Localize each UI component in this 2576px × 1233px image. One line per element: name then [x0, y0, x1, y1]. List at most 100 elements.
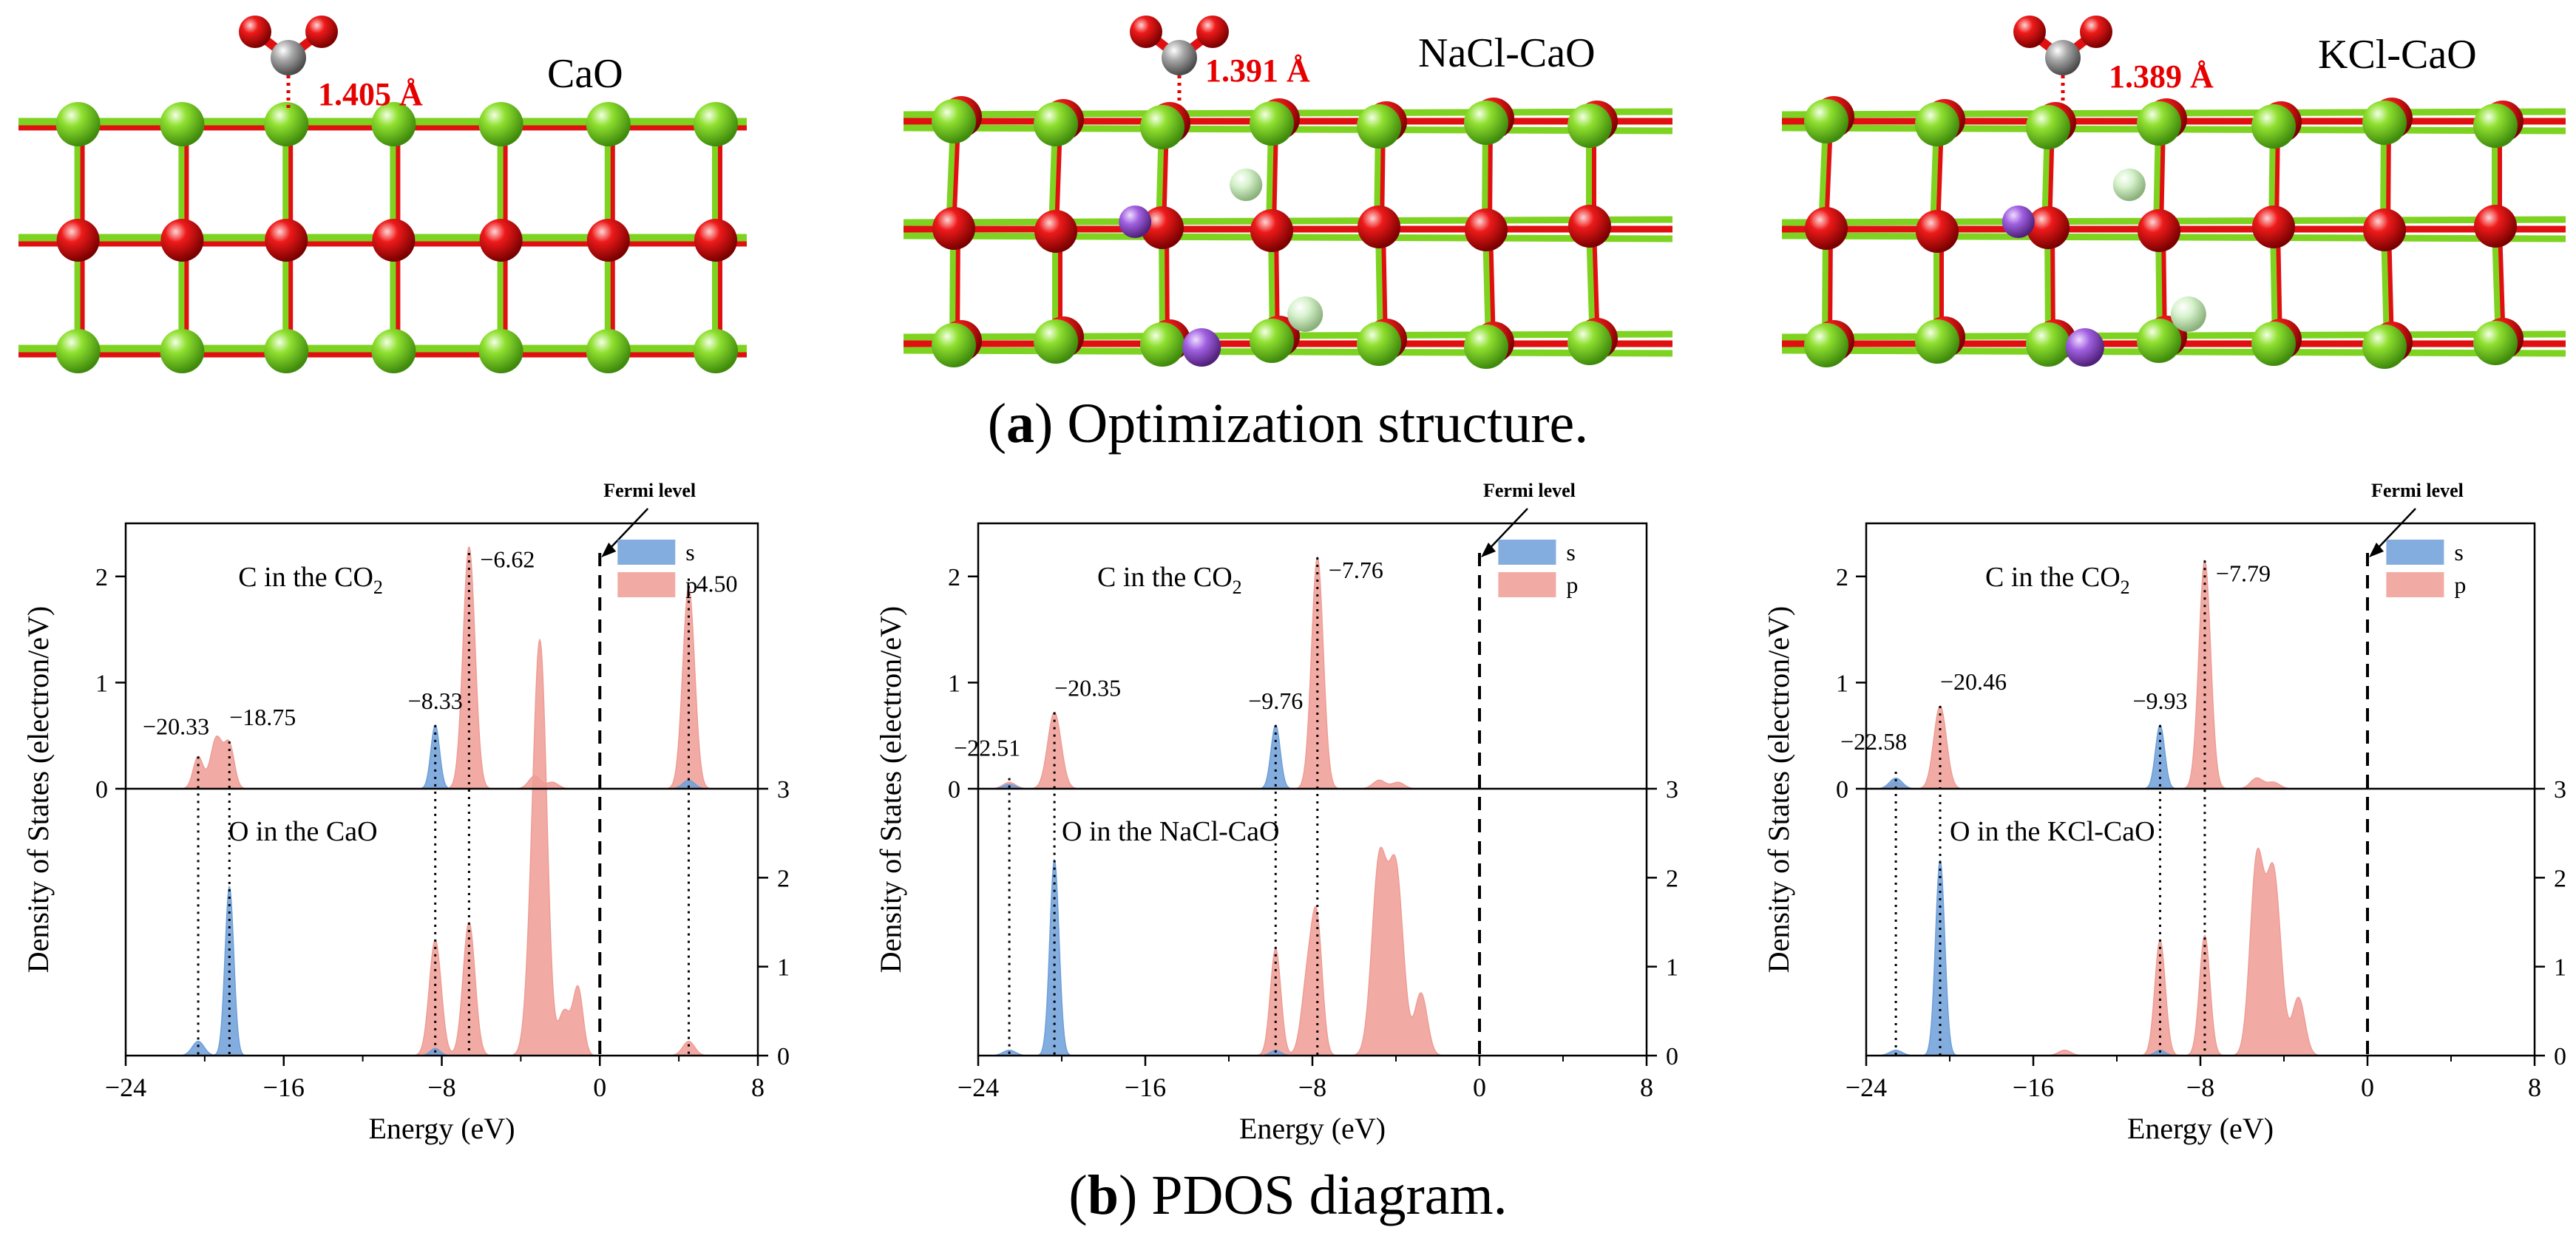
series-p-bottom: [1866, 847, 2535, 1056]
legend-label-p: p: [1566, 571, 1578, 598]
calcium-atom: [586, 102, 631, 146]
oxygen-atom: [160, 219, 204, 262]
oxygen-atom: [694, 219, 737, 262]
x-tick-label: 0: [593, 1073, 606, 1102]
calcium-atom: [1464, 101, 1508, 145]
x-tick-label: −16: [1125, 1073, 1166, 1102]
calcium-atom: [2251, 322, 2296, 366]
calcium-atom: [586, 329, 631, 373]
calcium-atom: [1250, 319, 1294, 363]
top-panel-title: C in the CO2: [1097, 562, 1242, 598]
caption-a: (a) Optimization structure.: [988, 393, 1589, 455]
calcium-atom: [2362, 325, 2407, 369]
x-tick-label: −8: [2186, 1073, 2214, 1102]
calcium-atom: [1357, 322, 1401, 366]
x-tick-label: 0: [1473, 1073, 1486, 1102]
co2-oxygen-atom: [2013, 16, 2046, 48]
co2-oxygen-atom: [305, 16, 338, 48]
y-tick-label-bottom: 0: [2554, 1043, 2566, 1070]
oxygen-atom: [1568, 205, 1611, 248]
top-panel-title: C in the CO2: [238, 562, 383, 598]
co2-carbon-atom: [1162, 40, 1197, 75]
y-tick-label-top: 0: [95, 776, 108, 804]
calcium-atom: [2251, 104, 2296, 149]
calcium-atom: [1140, 322, 1184, 367]
structure-nacl-cao: 1.391 Å NaCl-CaO: [903, 16, 1673, 369]
co2-oxygen-atom: [239, 16, 271, 48]
calcium-atom: [932, 99, 976, 143]
y-tick-label-bottom: 2: [2554, 865, 2566, 892]
legend-label-s: s: [685, 539, 694, 565]
oxygen-atom: [1358, 206, 1400, 248]
calcium-atom: [2362, 101, 2407, 145]
legend-label-s: s: [2454, 539, 2463, 565]
y-tick-label-bottom: 1: [777, 954, 790, 982]
alkali-atom: [1182, 328, 1221, 367]
co2-oxygen-atom: [2080, 16, 2112, 48]
structure-panels: 1.405 Å CaO 1.391 Å NaCl-CaO 1.389 Å KCl-CaO: [18, 16, 2566, 373]
oxygen-atom: [265, 219, 308, 262]
y-tick-label-top: 1: [95, 670, 108, 697]
oxygen-atom: [2027, 206, 2070, 249]
top-panel-title-subscript: 2: [2121, 577, 2130, 598]
calcium-atom: [371, 102, 416, 146]
peak-label: −8.33: [408, 687, 463, 714]
oxygen-atom: [56, 219, 100, 262]
calcium-atom: [160, 102, 205, 146]
fermi-arrowhead: [601, 543, 617, 557]
y-tick-label-top: 1: [948, 670, 960, 697]
alkali-atom: [2002, 206, 2035, 238]
distance-label: 1.405 Å: [318, 76, 423, 112]
legend-swatch-s: [2386, 540, 2444, 565]
structure-label: NaCl-CaO: [1418, 30, 1596, 76]
co2-oxygen-atom: [1196, 16, 1229, 48]
legend-label-p: p: [685, 571, 697, 598]
x-axis-label: Energy (eV): [368, 1112, 515, 1145]
co2-carbon-atom: [271, 40, 306, 75]
legend-swatch-p: [2386, 572, 2444, 597]
co2-carbon-atom: [2045, 40, 2081, 75]
legend-swatch-s: [617, 540, 676, 565]
oxygen-atom: [479, 219, 523, 262]
peak-label: −20.33: [143, 713, 209, 739]
peak-label: 4.50: [696, 571, 737, 597]
calcium-atom: [55, 102, 101, 146]
calcium-atom: [264, 329, 309, 373]
y-tick-label-bottom: 3: [1666, 776, 1678, 804]
calcium-atom: [2026, 322, 2070, 367]
calcium-atom: [1567, 103, 1612, 148]
peak-label: −7.76: [1329, 557, 1383, 583]
structure-label: KCl-CaO: [2318, 32, 2477, 78]
calcium-atom: [1250, 101, 1294, 146]
series-p-bottom: [978, 846, 1647, 1056]
x-tick-label: −8: [427, 1073, 455, 1102]
top-panel-title: C in the CO2: [1985, 562, 2130, 598]
fermi-level-label: Fermi level: [2371, 480, 2464, 501]
calcium-atom: [694, 102, 738, 146]
calcium-atom: [264, 102, 309, 146]
y-tick-label-bottom: 2: [777, 865, 790, 892]
peak-label: −22.58: [1840, 728, 1907, 755]
chlorine-atom: [1287, 296, 1323, 332]
calcium-atom: [1567, 321, 1612, 365]
legend-swatch-p: [1498, 572, 1556, 597]
top-panel-title-subscript: 2: [373, 577, 383, 598]
calcium-atom: [1804, 323, 1848, 367]
peak-label: −20.46: [1940, 668, 2007, 695]
peak-label: −9.76: [1248, 687, 1303, 714]
y-tick-label-top: 0: [1836, 776, 1848, 804]
oxygen-atom: [2363, 208, 2406, 251]
calcium-atom: [478, 102, 523, 146]
peak-label: −20.35: [1054, 675, 1121, 702]
oxygen-atom: [1465, 208, 1508, 251]
oxygen-atom: [2252, 206, 2295, 248]
x-axis-label: Energy (eV): [2127, 1112, 2274, 1145]
calcium-atom: [1034, 319, 1078, 364]
y-tick-label-bottom: 2: [1666, 865, 1678, 892]
calcium-atom: [2137, 319, 2181, 363]
legend-swatch-p: [617, 572, 676, 597]
